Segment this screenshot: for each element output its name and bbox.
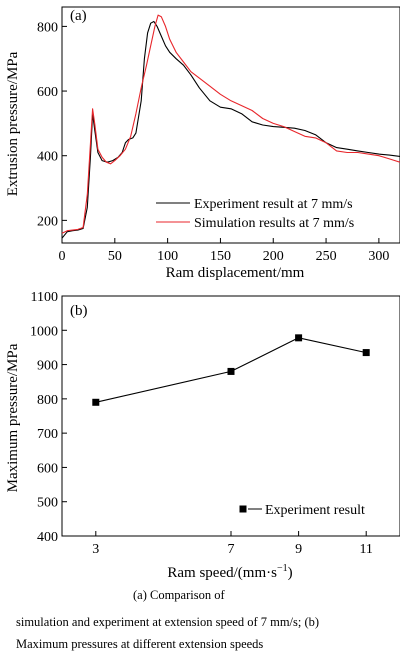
panel-b-y-tick-label: 600 — [37, 461, 58, 476]
panel-b-x-tick-label: 9 — [295, 542, 302, 557]
panel-a-x-tick-label: 200 — [263, 249, 284, 264]
panel-b-data-point — [362, 349, 370, 357]
panel-b-y-ticks: 400 500 600 700 800 900 1000 1100 — [30, 290, 67, 545]
panel-b-data-point — [92, 398, 100, 406]
panel-b-x-tick-label: 11 — [359, 542, 372, 557]
panel-a-y-axis-label: Extrusion pressure/MPa — [5, 51, 21, 196]
panel-a-label: (a) — [70, 8, 87, 24]
panel-b-y-tick-label: 900 — [37, 359, 58, 374]
panel-b-series — [92, 334, 370, 406]
panel-b-y-tick-label: 800 — [37, 393, 58, 408]
panel-a-x-axis-label: Ram displacement/mm — [166, 265, 305, 281]
legend-label-experiment-result: Experiment result — [265, 503, 365, 518]
legend-label-simulation: Simulation results at 7 mm/s — [194, 216, 354, 231]
panel-b-data-point — [295, 334, 303, 342]
panel-b-x-tick-label: 3 — [92, 542, 99, 557]
panel-b-x-label-end: ) — [288, 565, 293, 581]
panel-b-chart: 3 7 9 11 400 500 600 700 800 900 1000 1100 (b) Ram… — [5, 290, 400, 581]
panel-b-y-tick-label: 700 — [37, 427, 58, 442]
panel-a-chart: 0 50 100 150 200 250 300 200 400 600 800 (a) Ram … — [5, 6, 400, 281]
legend-label-experiment: Experiment result at 7 mm/s — [194, 197, 353, 212]
panel-a-x-tick-label: 250 — [316, 249, 337, 264]
panel-b-x-axis-label: Ram speed/(mm·s−1) — [167, 563, 292, 581]
caption-line-1: (a) Comparison of — [133, 588, 225, 602]
panel-b-x-label-main: Ram speed/(mm·s — [167, 565, 277, 581]
caption-line-3: Maximum pressures at different extension… — [16, 637, 264, 651]
panel-b-y-tick-label: 1000 — [30, 324, 58, 339]
panel-b-x-label-sup: −1 — [277, 563, 288, 574]
legend-marker-experiment-result — [239, 505, 247, 513]
panel-a-x-tick-label: 300 — [368, 249, 389, 264]
panel-a-x-ticks: 0 50 100 150 200 250 300 — [59, 238, 389, 264]
panel-a-series-line-0 — [61, 20, 400, 239]
panel-a-series-line-1 — [61, 14, 400, 234]
panel-b-y-tick-label: 400 — [37, 530, 58, 545]
panel-a-x-tick-label: 100 — [157, 249, 178, 264]
panel-a-frame — [61, 6, 400, 244]
panel-b-y-axis-label: Maximum pressure/MPa — [5, 343, 21, 492]
panel-b-y-tick-label: 500 — [37, 496, 58, 511]
panel-a-legend: Experiment result at 7 mm/s Simulation r… — [156, 197, 354, 231]
caption-line-2: simulation and experiment at extension s… — [16, 615, 320, 629]
panel-a-y-ticks: 200 400 600 800 — [37, 20, 67, 229]
panel-a-y-tick-label: 200 — [37, 214, 58, 229]
panel-a-series — [61, 14, 400, 239]
panel-b-label: (b) — [70, 303, 88, 319]
panel-b-frame — [61, 295, 400, 537]
panel-b-x-ticks: 3 7 9 11 — [92, 531, 373, 557]
panel-a-x-tick-label: 50 — [108, 249, 122, 264]
panel-a-x-tick-label: 0 — [59, 249, 66, 264]
panel-a-y-tick-label: 400 — [37, 150, 58, 165]
panel-b-x-tick-label: 7 — [228, 542, 235, 557]
panel-b-data-point — [227, 367, 235, 375]
panel-a-y-tick-label: 600 — [37, 85, 58, 100]
panel-b-legend: Experiment result — [239, 503, 365, 518]
panel-b-y-tick-label: 1100 — [31, 290, 58, 305]
panel-b-series-line-0 — [95, 337, 367, 403]
panel-a-x-tick-label: 150 — [210, 249, 231, 264]
panel-a-y-tick-label: 800 — [37, 20, 58, 35]
